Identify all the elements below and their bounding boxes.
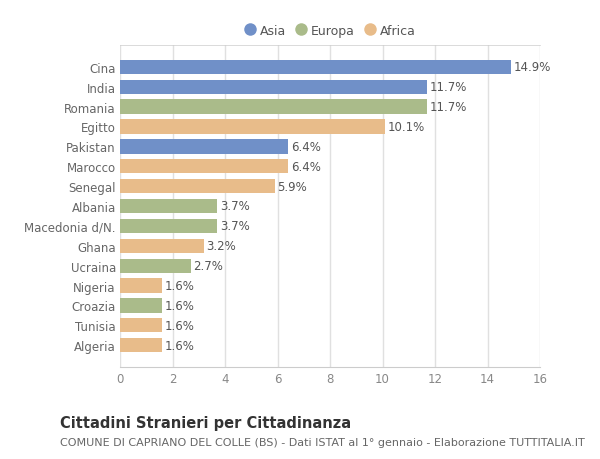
Text: 3.7%: 3.7% <box>220 220 250 233</box>
Text: 14.9%: 14.9% <box>514 61 551 74</box>
Text: 6.4%: 6.4% <box>290 140 320 153</box>
Bar <box>120 279 162 293</box>
Bar <box>120 219 217 234</box>
Text: 11.7%: 11.7% <box>430 81 467 94</box>
Legend: Asia, Europa, Africa: Asia, Europa, Africa <box>239 20 421 43</box>
Text: 3.7%: 3.7% <box>220 200 250 213</box>
Bar <box>120 160 288 174</box>
Text: Cittadini Stranieri per Cittadinanza: Cittadini Stranieri per Cittadinanza <box>60 415 351 431</box>
Bar <box>120 100 427 114</box>
Bar <box>120 179 275 194</box>
Bar <box>120 61 511 75</box>
Text: 1.6%: 1.6% <box>164 280 194 292</box>
Text: 10.1%: 10.1% <box>388 121 425 134</box>
Text: COMUNE DI CAPRIANO DEL COLLE (BS) - Dati ISTAT al 1° gennaio - Elaborazione TUTT: COMUNE DI CAPRIANO DEL COLLE (BS) - Dati… <box>60 437 585 447</box>
Text: 1.6%: 1.6% <box>164 319 194 332</box>
Bar <box>120 319 162 333</box>
Bar <box>120 120 385 134</box>
Bar <box>120 80 427 95</box>
Bar <box>120 299 162 313</box>
Text: 11.7%: 11.7% <box>430 101 467 114</box>
Text: 5.9%: 5.9% <box>277 180 307 193</box>
Bar <box>120 259 191 273</box>
Bar <box>120 338 162 353</box>
Bar <box>120 239 204 253</box>
Text: 1.6%: 1.6% <box>164 339 194 352</box>
Text: 2.7%: 2.7% <box>193 260 223 273</box>
Bar <box>120 140 288 154</box>
Text: 6.4%: 6.4% <box>290 160 320 174</box>
Text: 1.6%: 1.6% <box>164 299 194 312</box>
Text: 3.2%: 3.2% <box>206 240 236 253</box>
Bar <box>120 199 217 214</box>
